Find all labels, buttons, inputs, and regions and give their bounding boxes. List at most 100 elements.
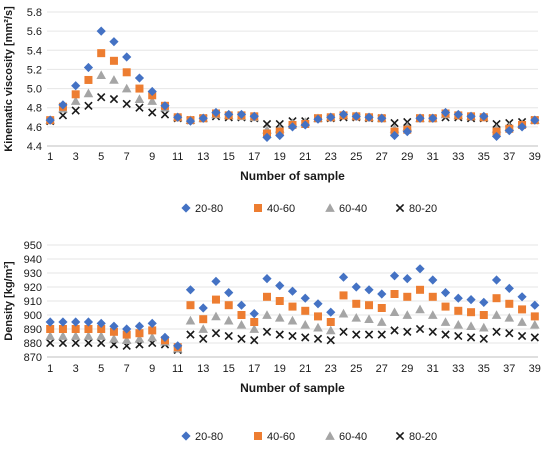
data-point xyxy=(147,86,157,97)
data-point xyxy=(326,318,335,326)
data-point xyxy=(97,49,106,58)
data-point xyxy=(122,330,131,339)
data-point xyxy=(237,311,246,319)
data-point xyxy=(211,107,221,118)
data-point xyxy=(505,299,514,308)
data-point xyxy=(84,325,93,333)
x-tick-label: 39 xyxy=(529,151,541,163)
x-tick-label: 33 xyxy=(452,151,464,163)
data-point xyxy=(45,115,55,125)
data-point xyxy=(198,113,208,123)
data-point xyxy=(83,88,94,98)
data-point xyxy=(223,315,234,325)
legend-label: 20-80 xyxy=(195,203,223,215)
data-point xyxy=(466,333,476,342)
x-tick-label: 19 xyxy=(274,363,286,375)
data-point xyxy=(186,301,195,310)
y-tick-label: 910 xyxy=(24,296,42,308)
x-tick-label: 31 xyxy=(427,151,439,163)
chart-viscosity: 4.44.64.85.05.25.45.65.81 3 5 7 9 11 13 15 17 19 2… xyxy=(3,6,541,215)
data-point xyxy=(492,327,501,336)
x-tick-label: 3 xyxy=(73,151,79,163)
data-point xyxy=(135,329,144,338)
data-point xyxy=(262,310,272,319)
data-point xyxy=(134,94,145,103)
data-point xyxy=(338,308,349,318)
data-point xyxy=(313,322,323,332)
data-point xyxy=(454,306,463,315)
series-40-60 xyxy=(46,285,539,352)
x-tick-label: 1 xyxy=(47,151,53,163)
data-point xyxy=(491,131,502,142)
data-point xyxy=(326,112,336,122)
data-point xyxy=(262,119,272,129)
data-point xyxy=(109,75,119,84)
data-point xyxy=(466,111,476,121)
data-point xyxy=(134,321,145,331)
data-point xyxy=(440,317,451,326)
data-point xyxy=(185,315,196,325)
data-point xyxy=(339,327,348,336)
y-tick-label: 870 xyxy=(24,352,42,364)
data-point xyxy=(466,321,476,331)
data-point xyxy=(211,311,221,321)
data-point xyxy=(71,317,81,327)
legend-marker xyxy=(181,431,191,441)
data-point xyxy=(402,274,412,284)
legend-label: 80-20 xyxy=(409,431,437,443)
data-point xyxy=(97,325,106,333)
data-point xyxy=(518,305,527,314)
data-point xyxy=(517,292,527,302)
x-tick-label: 23 xyxy=(325,151,337,163)
data-point xyxy=(109,56,118,65)
data-point xyxy=(428,292,437,301)
data-point xyxy=(84,338,93,348)
data-point xyxy=(249,111,259,121)
data-point xyxy=(71,338,80,348)
data-point xyxy=(530,320,540,329)
y-tick-label: 4.6 xyxy=(27,122,42,134)
data-point xyxy=(249,309,259,319)
series-20-80 xyxy=(45,264,540,351)
data-point xyxy=(160,332,170,342)
data-point xyxy=(109,334,119,343)
data-point xyxy=(224,301,233,310)
data-point xyxy=(71,90,80,99)
data-point xyxy=(377,113,387,123)
data-point xyxy=(453,109,463,120)
data-point xyxy=(70,96,81,105)
data-point xyxy=(237,334,246,343)
y-tick-label: 880 xyxy=(24,338,42,350)
data-point xyxy=(134,334,145,343)
x-tick-label: 27 xyxy=(376,151,388,163)
data-point xyxy=(326,307,336,317)
data-point xyxy=(351,282,361,292)
data-point xyxy=(199,334,208,343)
data-point xyxy=(70,331,81,340)
data-point xyxy=(390,118,399,128)
data-point xyxy=(505,329,514,338)
data-point xyxy=(173,341,183,351)
x-tick-label: 23 xyxy=(325,363,337,375)
x-tick-label: 15 xyxy=(223,363,235,375)
data-point xyxy=(185,285,196,295)
data-point xyxy=(211,276,221,286)
data-point xyxy=(96,318,106,328)
x-tick-label: 11 xyxy=(172,151,183,163)
x-tick-label: 31 xyxy=(427,363,439,375)
data-point xyxy=(364,112,374,122)
data-point xyxy=(453,320,464,329)
data-point xyxy=(479,111,489,121)
x-tick-label: 37 xyxy=(503,363,515,375)
data-point xyxy=(530,300,540,310)
legend-marker xyxy=(325,203,335,212)
data-point xyxy=(351,313,362,322)
data-point xyxy=(250,336,259,345)
data-point xyxy=(45,317,55,327)
data-point xyxy=(96,26,106,36)
data-point xyxy=(504,283,514,293)
legend-label: 60-40 xyxy=(339,431,367,443)
data-point xyxy=(83,62,94,73)
legend-label: 60-40 xyxy=(339,203,367,215)
